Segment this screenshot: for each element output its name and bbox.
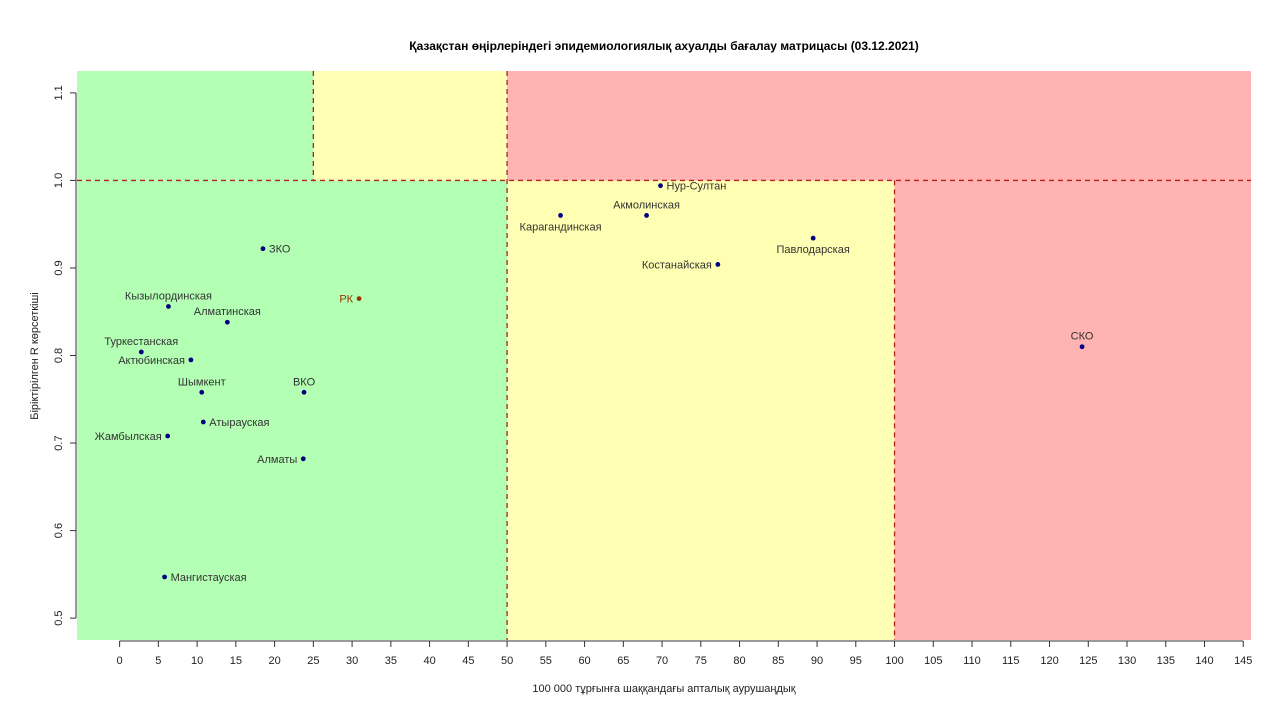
x-tick-label: 5 (155, 655, 161, 667)
x-tick-label: 25 (307, 655, 319, 667)
data-point (199, 389, 205, 395)
data-point-label: ЗКО (269, 244, 291, 256)
y-tick-label: 1.1 (53, 85, 65, 100)
data-point (138, 349, 144, 355)
data-point-label: Мангистауская (171, 572, 247, 584)
x-tick-label: 120 (1040, 655, 1058, 667)
axes: 0 5 10 15 20 25 30 35 40 45 50 55 60 65 70 75 80 85 90 95 10… (53, 85, 1252, 667)
data-point (644, 213, 649, 218)
x-tick-label: 60 (578, 655, 590, 667)
x-tick-label: 75 (695, 655, 707, 667)
x-tick-label: 100 (885, 655, 903, 667)
data-point (356, 296, 362, 301)
data-point-label: Акмолинская (613, 199, 680, 211)
x-tick-label: 35 (385, 655, 397, 667)
data-point-label: Алматинская (194, 306, 261, 318)
x-tick-label: 45 (462, 655, 474, 667)
zone-green-lower (77, 180, 508, 640)
data-point (224, 319, 230, 325)
data-point (300, 456, 306, 462)
x-tick-label: 135 (1157, 655, 1175, 667)
x-tick-label: 15 (230, 655, 242, 667)
data-point (162, 574, 167, 580)
y-tick-label: 0.7 (53, 435, 65, 450)
x-tick-label: 20 (268, 655, 280, 667)
data-point-label: Костанайская (642, 259, 712, 271)
data-point (188, 357, 194, 363)
x-tick-label: 140 (1195, 655, 1213, 667)
y-tick-label: 0.9 (53, 260, 65, 275)
data-point-label: Алматы (257, 454, 297, 466)
threshold-lines (77, 71, 1251, 640)
data-point-label: Туркестанская (104, 336, 178, 348)
data-point (810, 235, 816, 241)
data-point-label: Кызылординская (125, 290, 212, 302)
x-tick-label: 110 (963, 655, 981, 667)
zone-red-upper (507, 71, 1251, 181)
zone-green-upper (77, 71, 314, 181)
x-tick-label: 70 (656, 655, 668, 667)
data-point (260, 246, 266, 252)
data-point (715, 262, 721, 267)
data-points: ЗКО Кызылординская Алматинская Туркестанска… (95, 181, 1094, 584)
x-tick-label: 130 (1118, 655, 1136, 667)
y-axis-label: Біріктірілген R көрсеткіші (29, 292, 41, 420)
zone-yellow-upper (313, 71, 508, 181)
x-tick-label: 90 (811, 655, 823, 667)
x-tick-label: 125 (1079, 655, 1097, 667)
data-point-label: СКО (1071, 331, 1094, 343)
chart-title: Қазақстан өңірлеріндегі эпидемиологиялық… (409, 39, 919, 53)
zone-yellow-lower (507, 180, 895, 640)
x-tick-label: 85 (772, 655, 784, 667)
data-point-label: Павлодарская (777, 244, 850, 256)
y-tick-label: 0.5 (53, 610, 65, 625)
data-point-label: Атырауская (209, 417, 269, 429)
data-point (166, 304, 171, 309)
x-tick-label: 95 (850, 655, 862, 667)
data-point (1079, 344, 1085, 350)
x-tick-label: 145 (1234, 655, 1252, 667)
data-point (558, 213, 563, 218)
x-tick-label: 10 (191, 655, 203, 667)
data-point-label: РК (339, 294, 353, 306)
data-point (165, 433, 171, 439)
zone-red-lower (894, 180, 1251, 640)
data-point (301, 389, 307, 395)
y-tick-label: 0.8 (53, 348, 65, 363)
data-point (658, 183, 663, 189)
zones (77, 71, 1251, 640)
x-tick-label: 40 (423, 655, 435, 667)
data-point-label: Карагандинская (520, 221, 602, 233)
x-tick-label: 65 (617, 655, 629, 667)
x-tick-label: 80 (733, 655, 745, 667)
data-point-label: Актюбинская (118, 355, 185, 367)
x-tick-label: 105 (924, 655, 942, 667)
y-tick-label: 0.6 (53, 523, 65, 538)
data-point-label: ВКО (293, 376, 316, 388)
x-tick-label: 50 (501, 655, 513, 667)
x-tick-label: 30 (346, 655, 358, 667)
data-point (200, 419, 206, 425)
x-tick-label: 55 (540, 655, 552, 667)
x-axis-label: 100 000 тұрғынға шаққандағы апталық ауру… (532, 683, 795, 695)
data-point-label: Нур-Султан (667, 181, 727, 193)
data-point-label: Жамбылская (95, 431, 162, 443)
data-point-label: Шымкент (178, 376, 226, 388)
x-tick-label: 0 (117, 655, 123, 667)
y-tick-label: 1.0 (53, 173, 65, 188)
x-tick-label: 115 (1002, 655, 1020, 667)
